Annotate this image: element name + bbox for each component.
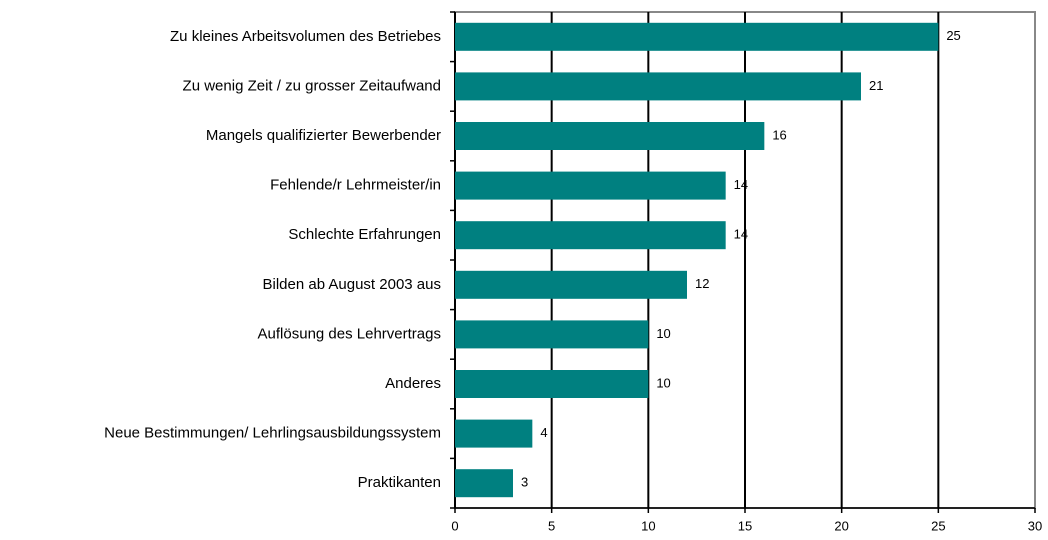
bar xyxy=(455,320,649,349)
y-tick-label: Neue Bestimmungen/ Lehrlingsausbildungss… xyxy=(104,425,441,442)
y-tick-label: Zu wenig Zeit / zu grosser Zeitaufwand xyxy=(183,77,441,94)
data-label: 10 xyxy=(656,375,670,390)
data-label: 21 xyxy=(869,78,883,93)
y-tick-label: Anderes xyxy=(385,375,441,392)
y-tick-label: Mangels qualifizierter Bewerbender xyxy=(206,127,441,144)
y-tick-label: Fehlende/r Lehrmeister/in xyxy=(270,177,441,194)
x-tick-label: 5 xyxy=(548,518,555,533)
bar xyxy=(455,22,939,51)
bar xyxy=(455,221,726,250)
bar xyxy=(455,370,649,398)
data-label: 10 xyxy=(656,326,670,341)
bar xyxy=(455,171,726,200)
y-tick-label: Zu kleines Arbeitsvolumen des Betriebes xyxy=(170,28,441,45)
y-tick-label: Praktikanten xyxy=(358,474,441,491)
data-label: 14 xyxy=(734,177,748,192)
bar xyxy=(455,469,513,498)
data-label: 16 xyxy=(772,127,786,142)
bar xyxy=(455,122,765,150)
data-label: 14 xyxy=(734,227,748,242)
x-tick-label: 0 xyxy=(451,518,458,533)
data-label: 12 xyxy=(695,276,709,291)
y-tick-label: Schlechte Erfahrungen xyxy=(288,226,441,243)
data-label: 25 xyxy=(946,28,960,43)
x-tick-label: 25 xyxy=(931,518,945,533)
x-tick-label: 30 xyxy=(1028,518,1042,533)
bar xyxy=(455,72,861,101)
x-tick-label: 10 xyxy=(641,518,655,533)
x-tick-label: 20 xyxy=(834,518,848,533)
bar xyxy=(455,419,533,448)
y-tick-label: Bilden ab August 2003 aus xyxy=(263,276,441,293)
bar xyxy=(455,270,687,299)
x-tick-label: 15 xyxy=(738,518,752,533)
data-label: 4 xyxy=(540,425,547,440)
y-tick-label: Auflösung des Lehrvertrags xyxy=(258,325,441,342)
data-label: 3 xyxy=(521,475,528,490)
